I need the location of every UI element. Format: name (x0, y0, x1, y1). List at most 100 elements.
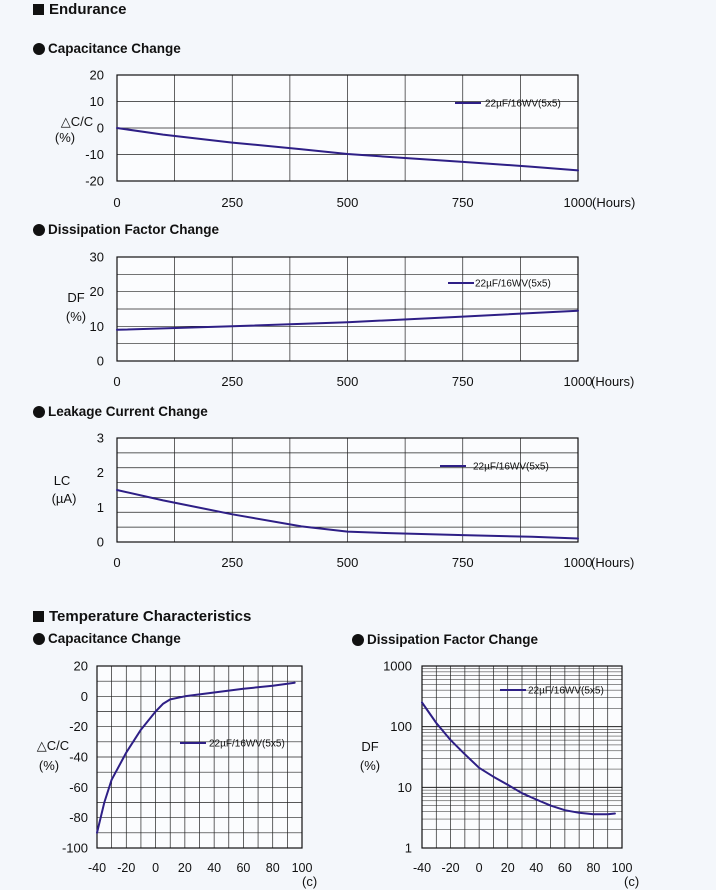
endurance-capacitance-title-text: Capacitance Change (48, 41, 181, 56)
y-tick-label: -20 (85, 174, 104, 189)
y-axis-label: (µA) (52, 491, 77, 506)
x-tick-label: 500 (337, 374, 359, 389)
x-axis-label: (c) (624, 874, 639, 889)
x-tick-label: 40 (529, 861, 543, 875)
x-tick-label: 1000 (564, 555, 593, 570)
y-tick-label: -100 (62, 841, 88, 856)
x-tick-label: -40 (413, 861, 431, 875)
legend-label: 22µF/16WV(5x5) (209, 739, 285, 750)
y-tick-label: 20 (90, 68, 104, 83)
x-tick-label: 250 (221, 555, 243, 570)
y-tick-label: 0 (97, 354, 104, 369)
x-tick-label: 0 (476, 861, 483, 875)
endurance-leakage-title: Leakage Current Change (33, 404, 208, 419)
x-tick-label: 250 (221, 374, 243, 389)
legend-label: 22µF/16WV(5x5) (528, 686, 604, 697)
y-axis-label: (%) (360, 758, 380, 773)
x-tick-label: 1000 (564, 195, 593, 210)
y-tick-label: 20 (90, 284, 104, 299)
y-tick-label: 20 (74, 659, 88, 674)
series-line (116, 127, 579, 172)
y-tick-label: 100 (390, 719, 412, 734)
x-tick-label: 1000 (564, 374, 593, 389)
x-axis-label: (Hours) (592, 195, 635, 210)
y-tick-label: 10 (90, 319, 104, 334)
endurance-dissipation-title-text: Dissipation Factor Change (48, 222, 220, 237)
y-tick-label: -80 (69, 810, 88, 825)
x-axis-label: (c) (302, 874, 317, 889)
x-tick-label: -20 (442, 861, 460, 875)
x-axis-label: (Hours) (591, 555, 634, 570)
temperature-capacitance-title-text: Capacitance Change (48, 631, 181, 646)
x-tick-label: 0 (152, 861, 159, 875)
x-tick-label: 750 (452, 374, 474, 389)
y-tick-label: 1000 (383, 659, 412, 674)
y-tick-label: 0 (97, 121, 104, 136)
bullet-dot-icon (33, 405, 45, 418)
y-tick-label: -60 (69, 780, 88, 795)
plot-frame (116, 256, 579, 362)
y-tick-label: 10 (398, 780, 412, 795)
temperature-capacitance-title: Capacitance Change (33, 631, 181, 646)
temperature-heading-text: Temperature Characteristics (49, 608, 252, 625)
square-bullet-icon (33, 4, 44, 15)
y-tick-label: 1 (405, 841, 412, 856)
endurance-capacitance-title: Capacitance Change (33, 41, 181, 56)
y-tick-label: -20 (69, 719, 88, 734)
y-tick-label: 10 (90, 94, 104, 109)
x-tick-label: 40 (207, 861, 221, 875)
y-tick-label: 0 (81, 689, 88, 704)
y-axis-label: (%) (55, 130, 75, 145)
y-axis-label: (%) (66, 309, 86, 324)
plot-frame (96, 665, 303, 849)
y-tick-label: 30 (90, 250, 104, 265)
endurance-heading: Endurance (33, 1, 127, 18)
y-tick-label: 2 (97, 465, 104, 480)
y-tick-label: -10 (85, 147, 104, 162)
legend-label: 22µF/16WV(5x5) (485, 99, 561, 110)
legend-label: 22µF/16WV(5x5) (473, 462, 549, 473)
x-tick-label: 80 (266, 861, 280, 875)
series-line (116, 489, 579, 540)
x-tick-label: 60 (558, 861, 572, 875)
y-axis-label: LC (54, 473, 71, 488)
series-line (421, 701, 616, 816)
x-tick-label: 60 (236, 861, 250, 875)
endurance-dissipation-title: Dissipation Factor Change (33, 222, 219, 237)
x-tick-label: 500 (337, 555, 359, 570)
temperature-heading: Temperature Characteristics (33, 608, 251, 625)
series-line (96, 681, 296, 834)
x-tick-label: 0 (113, 374, 120, 389)
y-axis-label: DF (361, 739, 378, 754)
x-tick-label: 100 (292, 861, 313, 875)
y-tick-label: 0 (97, 535, 104, 550)
temperature-dissipation-title-text: Dissipation Factor Change (367, 632, 539, 647)
x-tick-label: 20 (501, 861, 515, 875)
plot-frame (421, 665, 623, 849)
x-tick-label: 500 (337, 195, 359, 210)
x-axis-label: (Hours) (591, 374, 634, 389)
x-tick-label: -20 (117, 861, 135, 875)
y-tick-label: 3 (97, 431, 104, 446)
x-tick-label: 250 (221, 195, 243, 210)
temperature-dissipation-title: Dissipation Factor Change (352, 632, 538, 647)
endurance-leakage-title-text: Leakage Current Change (48, 404, 208, 419)
x-tick-label: -40 (88, 861, 106, 875)
y-axis-label: △C/C (61, 114, 93, 129)
y-tick-label: 1 (97, 500, 104, 515)
y-axis-label: (%) (39, 758, 59, 773)
series-line (116, 309, 579, 331)
x-tick-label: 750 (452, 195, 474, 210)
y-axis-label: DF (67, 290, 84, 305)
bullet-dot-icon (33, 42, 45, 55)
x-tick-label: 0 (113, 195, 120, 210)
bullet-dot-icon (33, 632, 45, 645)
x-tick-label: 750 (452, 555, 474, 570)
x-tick-label: 100 (612, 861, 633, 875)
x-tick-label: 20 (178, 861, 192, 875)
